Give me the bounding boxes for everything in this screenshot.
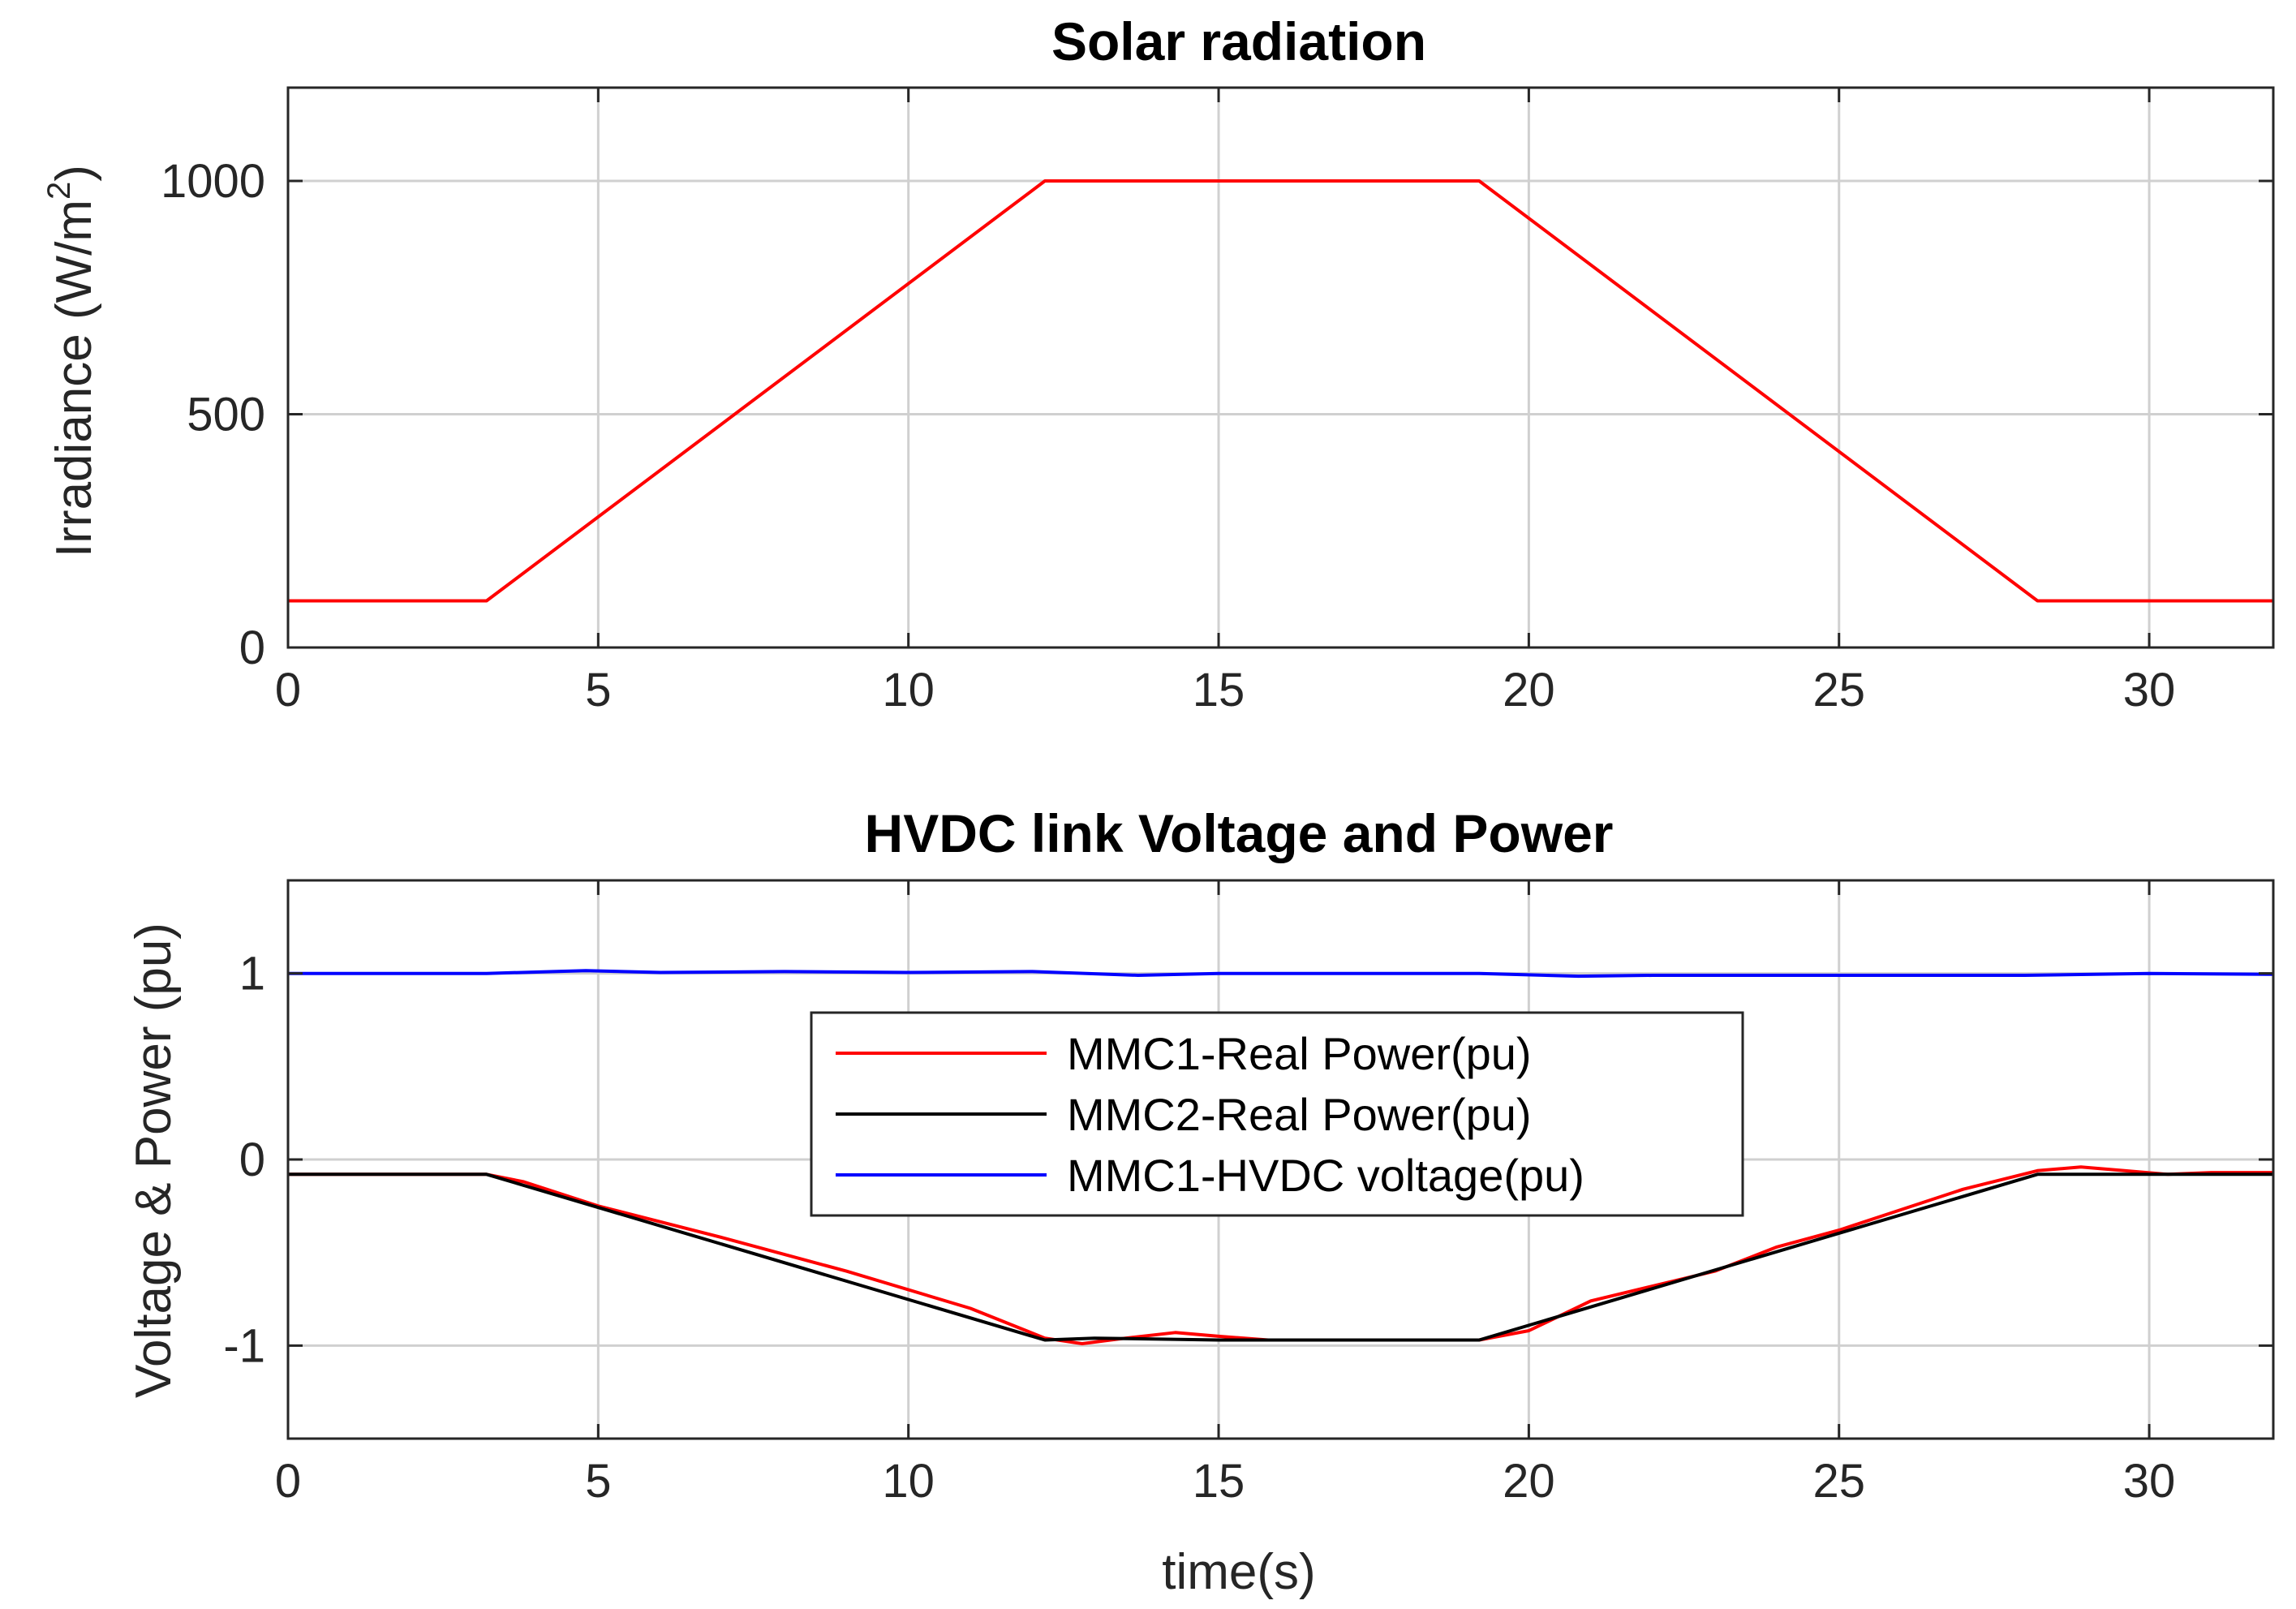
- bottom-x-tick-label: 15: [1193, 1455, 1245, 1508]
- legend-label-mmc1-real-power: MMC1-Real Power(pu): [1067, 1028, 1532, 1079]
- top-y-tick-label: 500: [187, 389, 265, 441]
- legend-label-mmc1-hvdc-voltage: MMC1-HVDC voltage(pu): [1067, 1150, 1584, 1201]
- legend: MMC1-Real Power(pu) MMC2-Real Power(pu) …: [810, 1011, 1744, 1217]
- top-x-tick-label: 5: [585, 664, 611, 716]
- bottom-x-tick-label: 0: [275, 1455, 301, 1508]
- top-x-tick-label: 20: [1503, 664, 1555, 716]
- top-x-tick-label: 0: [275, 664, 301, 716]
- bottom-chart-title: HVDC link Voltage and Power: [865, 803, 1614, 863]
- bottom-x-axis-label: time(s): [1162, 1544, 1315, 1600]
- bottom-series: [288, 969, 2274, 1345]
- top-y-label-sup: 2: [41, 182, 77, 200]
- top-y-label-close: ): [46, 165, 102, 182]
- top-y-tick-label: 1000: [161, 155, 265, 208]
- bottom-y-axis-label: Voltage & Power (pu): [126, 923, 182, 1398]
- bottom-y-tick-label: 0: [239, 1134, 265, 1186]
- bottom-y-tick-label: -1: [223, 1319, 265, 1372]
- top-x-tick-label: 30: [2123, 664, 2176, 716]
- top-grid: [288, 88, 2273, 647]
- solar-radiation-panel: Solar radiation Irradiance (W/m2) 0 5 10 15…: [41, 11, 2275, 716]
- top-y-axis-label: Irradiance (W/m2): [41, 165, 102, 557]
- top-ticks: 0 5 10 15 20 25 30 0 500 1000: [161, 88, 2273, 716]
- top-chart-title: Solar radiation: [1051, 11, 1426, 71]
- bottom-ticks: 0 5 10 15 20 25 30 -1 0 1: [223, 880, 2273, 1508]
- series-line-mmc2-real-power-pu: [288, 1172, 2273, 1342]
- legend-entry-mmc2-real-power: MMC2-Real Power(pu): [836, 1089, 1532, 1140]
- top-plot-area: [286, 86, 2275, 649]
- top-y-label-main: Irradiance (W/m: [46, 200, 102, 557]
- top-x-tick-label: 15: [1193, 664, 1245, 716]
- bottom-x-tick-label: 30: [2123, 1455, 2176, 1508]
- top-y-tick-label: 0: [239, 622, 265, 674]
- top-series: [288, 179, 2273, 603]
- top-x-tick-label: 25: [1812, 664, 1865, 716]
- top-x-tick-label: 10: [882, 664, 935, 716]
- legend-entry-mmc1-real-power: MMC1-Real Power(pu): [836, 1028, 1532, 1079]
- legend-label-mmc2-real-power: MMC2-Real Power(pu): [1067, 1089, 1532, 1140]
- series-line-mmc1-real-power-pu: [288, 1165, 2273, 1345]
- series-line-irradiance: [288, 179, 2273, 603]
- bottom-x-tick-label: 20: [1503, 1455, 1555, 1508]
- hvdc-panel: HVDC link Voltage and Power Voltage & Po…: [126, 803, 2275, 1600]
- bottom-x-tick-label: 25: [1812, 1455, 1865, 1508]
- bottom-x-tick-label: 10: [882, 1455, 935, 1508]
- bottom-x-tick-label: 5: [585, 1455, 611, 1508]
- bottom-y-tick-label: 1: [239, 948, 265, 1000]
- legend-entry-mmc1-hvdc-voltage: MMC1-HVDC voltage(pu): [836, 1150, 1584, 1201]
- series-line-mmc1-hvdc-voltage-pu: [288, 969, 2274, 979]
